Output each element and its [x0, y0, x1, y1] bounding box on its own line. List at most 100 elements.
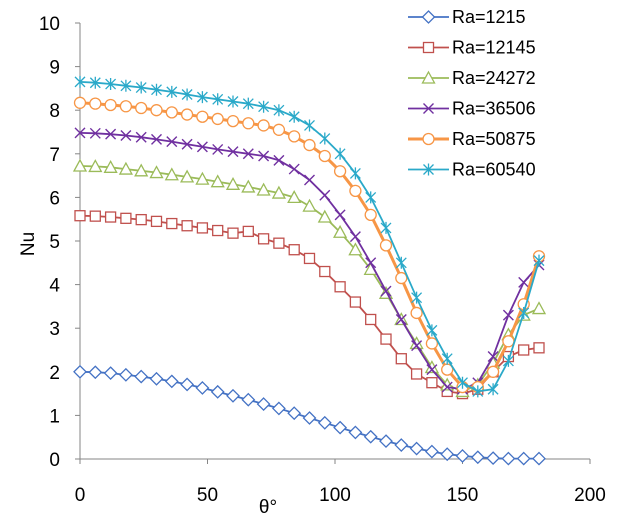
- data-point: [410, 306, 423, 320]
- series-1: [73, 364, 546, 466]
- legend-item: Ra=60540: [408, 160, 536, 180]
- legend-label: Ra=50875: [452, 129, 536, 149]
- x-tick-label: 0: [75, 485, 86, 506]
- legend-swatch-marker: [423, 103, 434, 114]
- data-point: [288, 130, 301, 143]
- data-point: [150, 215, 163, 228]
- data-point: [150, 104, 163, 117]
- data-point: [441, 381, 453, 393]
- data-point: [426, 324, 438, 337]
- data-point: [120, 129, 132, 141]
- data-point: [181, 220, 193, 232]
- data-point: [73, 96, 87, 109]
- data-point: [518, 276, 530, 288]
- data-point: [242, 148, 254, 160]
- data-point: [518, 306, 530, 319]
- data-point: [73, 364, 87, 379]
- data-point: [457, 376, 468, 389]
- data-point: [487, 383, 499, 396]
- data-point: [533, 254, 545, 267]
- data-point: [333, 224, 348, 238]
- data-point: [395, 313, 407, 325]
- data-point: [288, 244, 300, 256]
- data-point: [486, 365, 500, 378]
- data-point: [317, 415, 332, 430]
- data-point: [365, 191, 377, 204]
- data-point: [210, 384, 225, 399]
- data-point: [411, 291, 423, 304]
- data-point: [410, 368, 423, 380]
- data-point: [333, 420, 348, 435]
- data-point: [502, 354, 514, 367]
- data-point: [149, 371, 164, 386]
- legend-item: Ra=50875: [408, 129, 536, 149]
- data-point: [211, 112, 224, 126]
- data-point: [119, 100, 133, 113]
- x-axis: 0 50 100 150 200: [75, 458, 606, 506]
- data-point: [212, 93, 224, 106]
- data-point: [379, 239, 393, 252]
- data-point: [409, 441, 424, 456]
- data-point: [103, 366, 118, 381]
- data-point: [196, 91, 208, 104]
- data-point: [242, 225, 254, 238]
- data-point: [502, 309, 514, 321]
- data-point: [318, 149, 331, 163]
- data-point: [302, 411, 317, 425]
- data-point: [304, 174, 315, 186]
- x-tick-label: 200: [574, 485, 606, 506]
- data-point: [226, 114, 240, 128]
- y-axis-title: Nu: [18, 232, 39, 256]
- data-point: [288, 110, 300, 123]
- data-point: [317, 209, 332, 223]
- y-tick-label: 4: [49, 276, 60, 297]
- data-point: [135, 101, 148, 115]
- data-point: [271, 185, 286, 199]
- data-point: [135, 213, 147, 226]
- data-point: [225, 176, 241, 190]
- data-point: [487, 351, 499, 363]
- legend-label: Ra=60540: [452, 160, 536, 180]
- legend-item: Ra=24272: [408, 68, 536, 88]
- data-point: [395, 271, 408, 285]
- data-point: [149, 165, 164, 179]
- data-point: [319, 132, 331, 145]
- data-point: [135, 81, 147, 94]
- data-point: [151, 83, 162, 96]
- data-point: [426, 377, 438, 389]
- data-point: [181, 88, 193, 101]
- legend-item: Ra=12145: [408, 38, 536, 58]
- data-point: [74, 127, 86, 139]
- data-point: [151, 133, 162, 145]
- data-point: [88, 159, 103, 173]
- y-axis: 0 1 2 3 4 5 6 7 8 9 10: [39, 14, 81, 471]
- x-tick-label: 50: [197, 485, 218, 506]
- data-point: [181, 138, 193, 150]
- data-point: [180, 108, 194, 121]
- data-point: [349, 167, 361, 180]
- data-point: [226, 388, 240, 403]
- data-point: [134, 163, 149, 177]
- data-point: [241, 392, 256, 407]
- data-point: [532, 451, 546, 466]
- x-tick-label: 150: [447, 485, 479, 506]
- data-point: [365, 313, 377, 326]
- data-point: [379, 434, 393, 449]
- data-point: [319, 265, 331, 278]
- data-point: [349, 296, 362, 308]
- data-point: [241, 179, 256, 193]
- legend-label: Ra=36506: [452, 99, 536, 119]
- data-point: [103, 159, 118, 173]
- data-point: [426, 364, 438, 376]
- data-point: [302, 198, 317, 212]
- data-point: [287, 190, 302, 204]
- data-point: [89, 76, 101, 89]
- data-point: [364, 208, 377, 221]
- y-tick-label: 0: [49, 450, 60, 471]
- data-point: [441, 352, 453, 365]
- y-tick-label: 5: [49, 232, 60, 253]
- x-axis-title: θ°: [259, 497, 277, 518]
- data-point: [227, 95, 239, 108]
- data-point: [303, 252, 316, 265]
- data-point: [210, 174, 225, 188]
